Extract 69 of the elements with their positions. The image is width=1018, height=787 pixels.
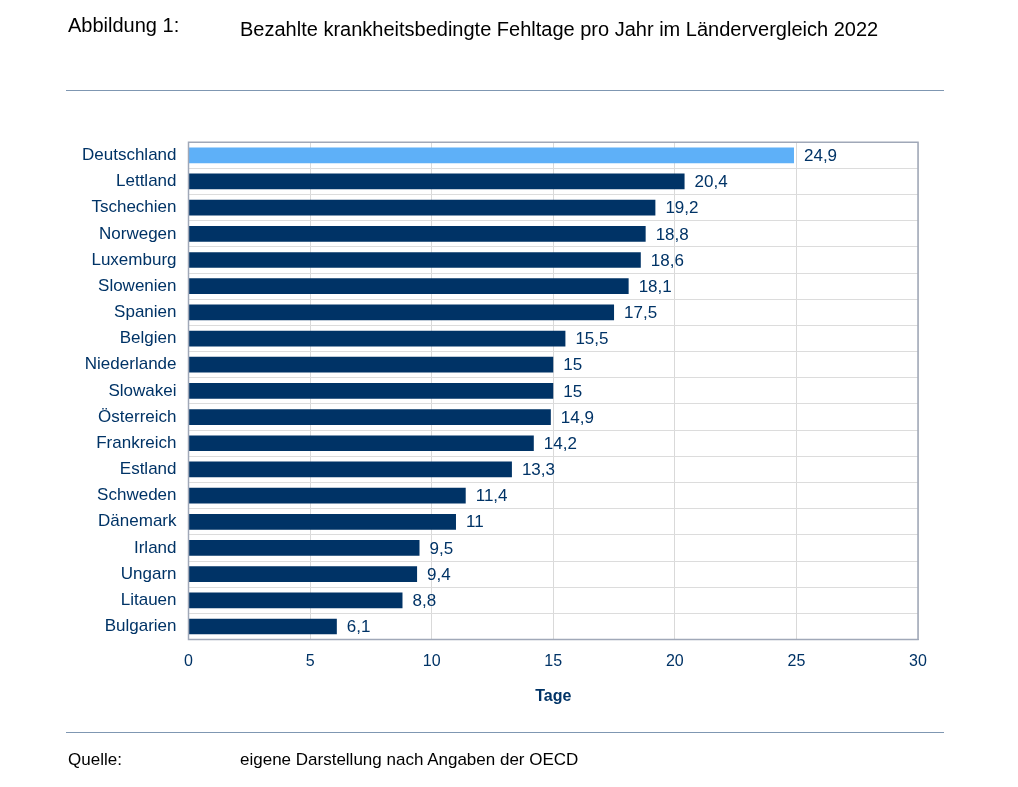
y-tick-label: Dänemark	[98, 511, 177, 531]
bar	[189, 173, 685, 190]
x-tick-label: 10	[422, 651, 441, 669]
y-tick-label: Niederlande	[84, 354, 177, 374]
data-label: 18,6	[650, 250, 684, 270]
y-tick-label: Slowakei	[108, 380, 177, 400]
bar	[189, 278, 629, 295]
bar	[189, 304, 615, 321]
data-label: 8,8	[412, 591, 437, 611]
bar	[189, 330, 566, 347]
bar	[189, 566, 418, 583]
y-tick-label: Deutschland	[81, 144, 177, 164]
x-tick-label: 15	[544, 651, 563, 669]
bar	[189, 461, 512, 478]
y-tick-label: Slowenien	[98, 275, 177, 295]
data-label: 18,1	[638, 276, 672, 296]
data-label: 14,9	[560, 407, 594, 427]
bar	[189, 409, 551, 425]
bar	[189, 487, 466, 504]
data-label: 17,5	[624, 303, 658, 323]
data-label: 14,2	[543, 433, 577, 453]
data-label: 20,4	[694, 172, 728, 192]
data-label: 15	[563, 381, 583, 401]
bar	[189, 356, 554, 373]
bar	[189, 435, 534, 452]
y-tick-label: Irland	[133, 537, 177, 557]
x-tick-label: 5	[305, 651, 315, 669]
source-note: Quelle:	[68, 750, 122, 770]
y-tick-label: Frankreich	[96, 432, 177, 452]
data-label: 9,5	[429, 538, 454, 558]
y-tick-label: Ungarn	[120, 563, 177, 583]
y-tick-label: Bulgarien	[104, 616, 177, 636]
data-label: 19,2	[665, 198, 699, 218]
y-tick-label: Österreich	[98, 406, 177, 426]
y-tick-label: Luxemburg	[91, 249, 177, 269]
y-tick-label: Schweden	[97, 485, 177, 505]
bar	[189, 592, 403, 609]
data-label: 13,3	[521, 460, 556, 480]
text: Abbildung 1:	[68, 14, 180, 37]
y-tick-label: Litauen	[120, 590, 177, 610]
data-label: 9,4	[427, 564, 451, 584]
data-label: 18,8	[655, 224, 689, 244]
data-label: 11	[465, 512, 484, 532]
text: eigene Darstellung nach Angaben der OECD	[240, 750, 579, 770]
y-tick-label: Tschechien	[91, 197, 177, 217]
y-tick-label: Spanien	[114, 302, 177, 322]
bar	[189, 147, 794, 164]
data-label: 6,1	[346, 617, 371, 637]
bar	[189, 618, 337, 635]
data-label: 24,9	[803, 145, 838, 165]
y-tick-label: Belgien	[119, 328, 177, 348]
data-label: 15	[563, 355, 583, 375]
x-tick-label: 30	[909, 651, 927, 669]
bar	[189, 252, 641, 268]
bar	[189, 383, 554, 399]
x-tick-label: 25	[787, 651, 806, 669]
bar	[189, 225, 646, 242]
chart-title: Bezahlte krankheitsbedingte Fehltage pro Jahr im Ländervergleich 2022	[240, 17, 880, 42]
bar	[189, 540, 420, 556]
y-tick-label: Estland	[119, 459, 177, 479]
x-axis-title: Tage	[535, 686, 572, 704]
data-label: 11,4	[475, 486, 508, 506]
bar	[189, 513, 456, 530]
bar	[189, 199, 656, 216]
x-tick-label: 20	[665, 651, 684, 669]
data-label: 15,5	[575, 329, 609, 349]
y-tick-label: Norwegen	[99, 223, 177, 243]
y-tick-label: Lettland	[116, 171, 177, 191]
x-tick-label: 0	[184, 651, 194, 669]
